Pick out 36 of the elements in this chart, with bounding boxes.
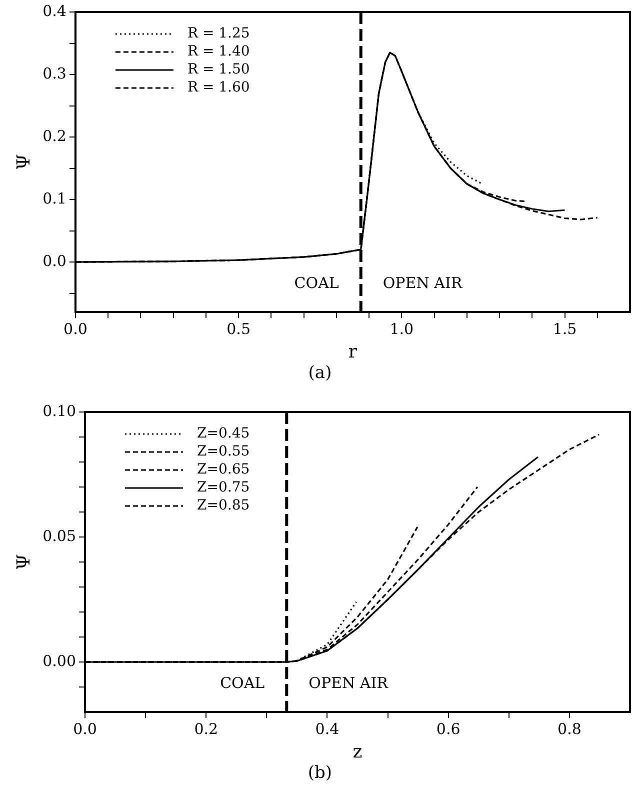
y-tick-label: 0.3 <box>42 64 66 82</box>
annotation: OPEN AIR <box>382 274 463 292</box>
legend-label: Z=0.55 <box>197 444 250 460</box>
x-tick-label: 0.0 <box>64 320 88 338</box>
annotation: COAL <box>294 274 339 292</box>
x-tick-label: 0.8 <box>558 720 582 738</box>
y-tick-label: 0.1 <box>42 189 66 208</box>
x-axis-title: r <box>348 341 358 362</box>
annotation: COAL <box>220 674 265 692</box>
y-tick-label: 0.00 <box>42 652 76 670</box>
text: (a) <box>308 363 332 384</box>
x-tick-label: 0.2 <box>194 720 218 738</box>
legend-label: Z=0.45 <box>197 426 250 442</box>
y-tick-label: 0.2 <box>42 126 66 145</box>
y-tick-label: 0.10 <box>42 402 76 420</box>
x-tick-label: 1.0 <box>390 320 414 338</box>
legend-label: R = 1.25 <box>187 26 250 42</box>
y-axis-title: Ψ <box>13 154 34 170</box>
y-axis-title: Ψ <box>13 554 34 570</box>
x-tick-label: 1.5 <box>552 320 577 338</box>
y-tick-label: 0.05 <box>42 526 76 545</box>
legend-label: Z=0.75 <box>197 480 250 496</box>
x-tick-label: 0.4 <box>315 720 340 738</box>
legend-label: R = 1.50 <box>187 62 250 78</box>
x-tick-label: 0.5 <box>226 320 250 338</box>
legend-label: Z=0.85 <box>197 498 250 514</box>
legend-label: Z=0.65 <box>197 462 250 478</box>
x-tick-label: 0.6 <box>436 720 460 738</box>
y-tick-label: 0.0 <box>42 252 66 270</box>
annotation: OPEN AIR <box>308 674 389 692</box>
x-axis-title: z <box>352 741 362 762</box>
y-tick-label: 0.4 <box>42 2 66 20</box>
x-tick-label: 0.0 <box>73 720 97 738</box>
legend-label: R = 1.60 <box>187 80 250 96</box>
text: (b) <box>308 763 332 784</box>
legend-label: R = 1.40 <box>187 44 250 60</box>
